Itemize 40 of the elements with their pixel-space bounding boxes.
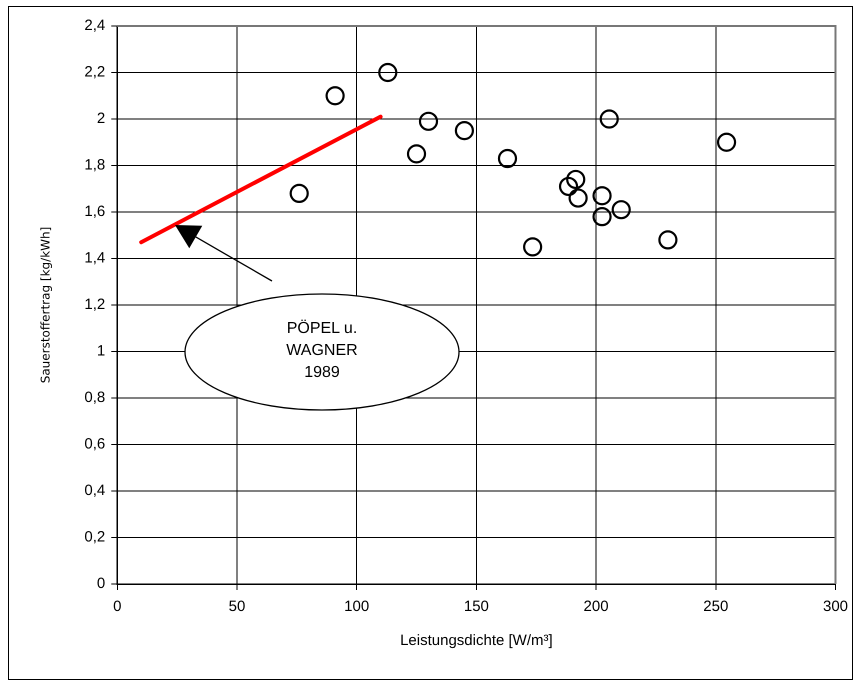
x-tick-label: 200 bbox=[584, 598, 609, 616]
y-tick-label: 0,4 bbox=[84, 482, 106, 500]
y-tick-label: 0 bbox=[96, 575, 106, 592]
point bbox=[568, 188, 588, 208]
x-axis-title: Leistungsdichte [W/m³] bbox=[400, 632, 553, 650]
point bbox=[612, 200, 631, 220]
point bbox=[406, 144, 426, 164]
point bbox=[600, 109, 619, 129]
point bbox=[523, 237, 542, 256]
point bbox=[326, 86, 345, 106]
y-tick-label: 0,6 bbox=[84, 436, 106, 453]
y-tick-label: 0,8 bbox=[84, 389, 106, 406]
y-tick-label: 1,8 bbox=[84, 156, 106, 174]
annotation: PÖPEL u. WAGNER 1989 bbox=[285, 318, 359, 383]
y-tick-label: 0,2 bbox=[84, 528, 106, 546]
point bbox=[290, 184, 309, 203]
x-tick-label: 0 bbox=[113, 598, 122, 616]
y-axis-title: Sauerstoffertrag [kg/kWh] bbox=[38, 226, 52, 384]
point bbox=[566, 170, 586, 190]
x-tick-label: 50 bbox=[228, 598, 246, 616]
point bbox=[592, 186, 612, 206]
y-tick-label: 1,2 bbox=[84, 296, 106, 314]
y-tick-label: 1,4 bbox=[84, 250, 106, 267]
point bbox=[418, 112, 438, 131]
point bbox=[498, 148, 518, 168]
x-tick-label: 150 bbox=[464, 598, 489, 616]
y-tick-label: 1,6 bbox=[84, 203, 106, 220]
y-tick-label: 2,4 bbox=[84, 17, 106, 34]
point bbox=[378, 62, 398, 82]
x-tick-label: 250 bbox=[703, 598, 728, 616]
y-tick-label: 2,2 bbox=[84, 64, 106, 81]
point bbox=[658, 230, 678, 250]
y-tick-label: 1 bbox=[96, 342, 106, 360]
point bbox=[716, 132, 736, 152]
y-tick-label: 2 bbox=[96, 110, 106, 128]
x-tick-label: 300 bbox=[822, 598, 848, 616]
point bbox=[558, 176, 578, 196]
x-tick-label: 100 bbox=[344, 598, 370, 616]
point bbox=[592, 207, 612, 226]
point bbox=[454, 121, 474, 140]
